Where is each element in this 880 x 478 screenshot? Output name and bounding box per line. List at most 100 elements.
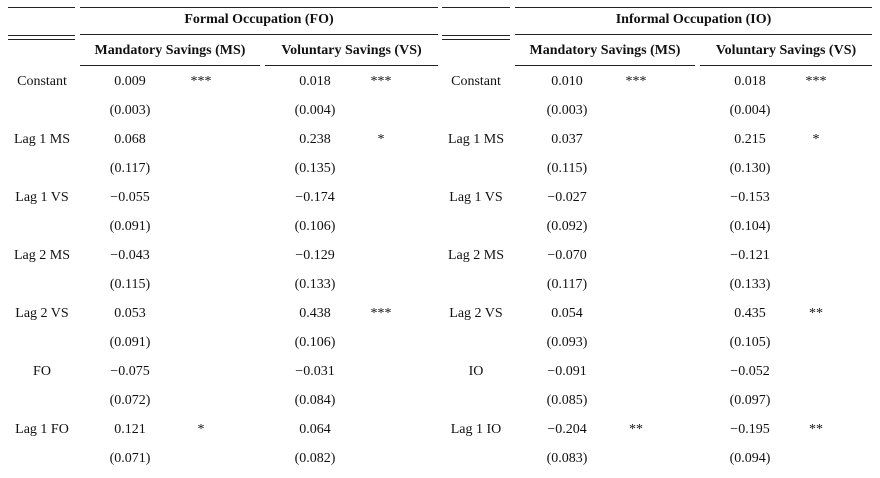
row-label: IO <box>468 364 484 379</box>
column-header: Voluntary Savings (VS) <box>281 43 422 58</box>
std-error: (0.003) <box>546 103 588 118</box>
std-error: (0.093) <box>546 335 588 350</box>
std-error: (0.004) <box>729 103 771 118</box>
coefficient: −0.052 <box>730 364 770 379</box>
rule <box>442 35 510 36</box>
coefficient: 0.068 <box>114 132 146 147</box>
significance: *** <box>190 74 212 89</box>
std-error: (0.003) <box>109 103 151 118</box>
std-error: (0.133) <box>729 277 771 292</box>
coefficient: −0.153 <box>730 190 770 205</box>
std-error: (0.094) <box>729 451 771 466</box>
coefficient: 0.435 <box>734 306 766 321</box>
panel-title: Informal Occupation (IO) <box>615 12 772 27</box>
panel-title: Formal Occupation (FO) <box>184 12 334 27</box>
coefficient: 0.018 <box>299 74 331 89</box>
row-label: Lag 1 VS <box>449 190 503 205</box>
coefficient: −0.075 <box>110 364 150 379</box>
std-error: (0.105) <box>729 335 771 350</box>
rule <box>8 7 75 8</box>
std-error: (0.104) <box>729 219 771 234</box>
row-label: FO <box>33 364 51 379</box>
row-label: Lag 1 FO <box>15 422 69 437</box>
coefficient: 0.054 <box>551 306 583 321</box>
coefficient: 0.009 <box>114 74 146 89</box>
std-error: (0.106) <box>294 219 336 234</box>
coefficient: 0.010 <box>551 74 583 89</box>
coefficient: −0.043 <box>110 248 150 263</box>
std-error: (0.004) <box>294 103 336 118</box>
coefficient: 0.238 <box>299 132 331 147</box>
std-error: (0.117) <box>546 277 588 292</box>
row-label: Lag 1 VS <box>15 190 69 205</box>
coefficient: −0.121 <box>730 248 770 263</box>
std-error: (0.117) <box>109 161 151 176</box>
rule <box>265 65 438 66</box>
coefficient: −0.031 <box>295 364 335 379</box>
rule <box>80 34 438 35</box>
rule <box>515 65 695 66</box>
coefficient: 0.121 <box>114 422 146 437</box>
std-error: (0.106) <box>294 335 336 350</box>
significance: * <box>197 422 205 437</box>
significance: * <box>812 132 820 147</box>
coefficient: 0.053 <box>114 306 146 321</box>
row-label: Lag 1 MS <box>448 132 504 147</box>
std-error: (0.115) <box>109 277 151 292</box>
std-error: (0.071) <box>109 451 151 466</box>
rule <box>700 65 872 66</box>
coefficient: −0.129 <box>295 248 335 263</box>
std-error: (0.135) <box>294 161 336 176</box>
coefficient: 0.037 <box>551 132 583 147</box>
row-label: Constant <box>17 74 67 89</box>
row-label: Lag 2 VS <box>449 306 503 321</box>
coefficient: −0.027 <box>547 190 587 205</box>
coefficient: −0.091 <box>547 364 587 379</box>
coefficient: −0.070 <box>547 248 587 263</box>
coefficient: 0.064 <box>299 422 331 437</box>
rule <box>80 7 438 8</box>
coefficient: −0.174 <box>295 190 335 205</box>
coefficient: 0.215 <box>734 132 766 147</box>
coefficient: −0.195 <box>730 422 770 437</box>
row-label: Lag 2 VS <box>15 306 69 321</box>
rule <box>8 39 75 40</box>
row-label: Lag 2 MS <box>448 248 504 263</box>
std-error: (0.097) <box>729 393 771 408</box>
significance: *** <box>370 74 392 89</box>
column-header: Voluntary Savings (VS) <box>715 43 857 58</box>
significance: *** <box>805 74 827 89</box>
std-error: (0.115) <box>546 161 588 176</box>
significance: *** <box>370 306 392 321</box>
std-error: (0.084) <box>294 393 336 408</box>
coefficient: 0.018 <box>734 74 766 89</box>
std-error: (0.072) <box>109 393 151 408</box>
rule <box>515 34 872 35</box>
rule <box>515 7 872 8</box>
rule <box>8 35 75 36</box>
significance: ** <box>809 306 823 321</box>
rule <box>80 65 260 66</box>
rule <box>442 7 510 8</box>
column-header: Mandatory Savings (MS) <box>94 43 246 58</box>
std-error: (0.083) <box>546 451 588 466</box>
std-error: (0.092) <box>546 219 588 234</box>
row-label: Lag 1 MS <box>14 132 70 147</box>
std-error: (0.091) <box>109 335 151 350</box>
row-label: Lag 2 MS <box>14 248 70 263</box>
coefficient: −0.055 <box>110 190 150 205</box>
significance: * <box>377 132 385 147</box>
std-error: (0.082) <box>294 451 336 466</box>
column-header: Mandatory Savings (MS) <box>529 43 681 58</box>
std-error: (0.085) <box>546 393 588 408</box>
std-error: (0.133) <box>294 277 336 292</box>
row-label: Constant <box>451 74 501 89</box>
rule <box>442 39 510 40</box>
significance: ** <box>809 422 823 437</box>
std-error: (0.130) <box>729 161 771 176</box>
coefficient: −0.204 <box>547 422 587 437</box>
row-label: Lag 1 IO <box>450 422 502 437</box>
std-error: (0.091) <box>109 219 151 234</box>
significance: ** <box>629 422 643 437</box>
